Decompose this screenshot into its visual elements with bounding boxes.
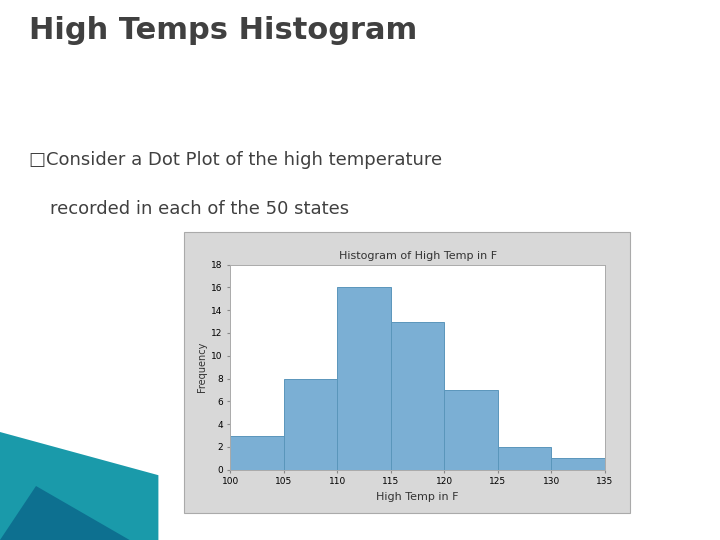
Text: recorded in each of the 50 states: recorded in each of the 50 states <box>50 200 349 218</box>
Text: High Temps Histogram: High Temps Histogram <box>29 16 417 45</box>
Bar <box>498 447 552 470</box>
Y-axis label: Frequency: Frequency <box>197 342 207 393</box>
Text: □Consider a Dot Plot of the high temperature: □Consider a Dot Plot of the high tempera… <box>29 151 442 169</box>
Title: Histogram of High Temp in F: Histogram of High Temp in F <box>338 251 497 261</box>
Bar <box>552 458 605 470</box>
Bar <box>338 287 391 470</box>
Bar <box>230 436 284 470</box>
Bar <box>284 379 338 470</box>
Bar <box>391 322 444 470</box>
X-axis label: High Temp in F: High Temp in F <box>377 492 459 502</box>
Bar <box>444 390 498 470</box>
